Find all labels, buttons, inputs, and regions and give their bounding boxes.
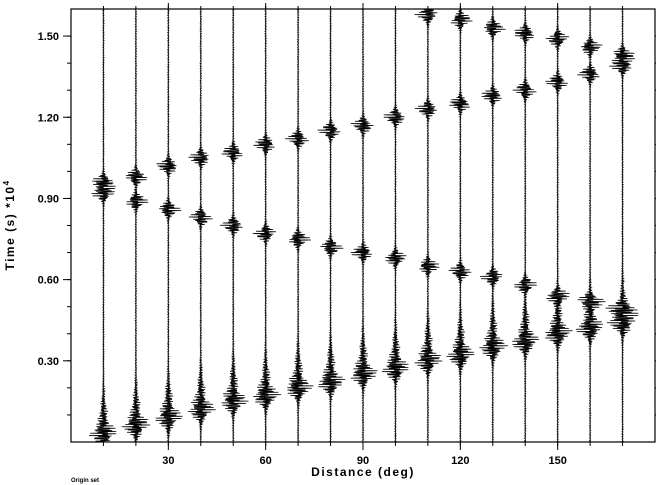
- y-tick-label: 0.60: [38, 275, 59, 287]
- x-tick-label: 150: [548, 455, 566, 467]
- seismogram-trace: [317, 8, 346, 443]
- seismogram-trace: [350, 8, 378, 443]
- seismogram-trace: [512, 8, 540, 443]
- x-tick-label: 30: [162, 455, 174, 467]
- seismogram-trace: [88, 9, 117, 443]
- y-axis-title-main: Time (s) *10: [3, 185, 17, 270]
- y-tick-label: 0.30: [38, 356, 59, 368]
- seismogram-trace: [446, 8, 475, 443]
- seismogram-trace: [575, 8, 606, 442]
- y-tick-label: 1.50: [38, 31, 59, 43]
- seismogram-trace: [121, 8, 151, 443]
- x-tick-label: 120: [451, 455, 469, 467]
- seismogram-trace: [414, 8, 443, 443]
- seismogram-trace: [155, 9, 183, 443]
- y-tick-label: 0.90: [38, 193, 59, 205]
- seismogram-traces: [88, 8, 639, 443]
- axes: 30 60 90 120 150 0.30 0.60 0.90 1.20 1.50: [38, 3, 656, 467]
- origin-footnote: Origin set: [71, 478, 99, 484]
- seismogram-trace: [605, 8, 639, 443]
- seismogram-trace: [479, 8, 509, 443]
- y-axis-title-exponent: 4: [2, 179, 11, 185]
- y-tick-label: 1.20: [38, 112, 59, 124]
- x-tick-label: 60: [260, 455, 272, 467]
- seismogram-trace: [381, 8, 409, 443]
- x-tick-label: 90: [357, 455, 369, 467]
- y-axis-title-group: Time (s) *104: [2, 179, 17, 270]
- y-axis-title: Time (s) *104: [2, 179, 17, 270]
- seismogram-trace: [219, 9, 249, 442]
- x-axis-title: Distance (deg): [311, 465, 415, 479]
- seismogram-trace: [252, 8, 282, 443]
- seismogram-trace: [187, 8, 216, 443]
- seismogram-trace: [545, 8, 573, 443]
- seismogram-trace: [284, 8, 314, 443]
